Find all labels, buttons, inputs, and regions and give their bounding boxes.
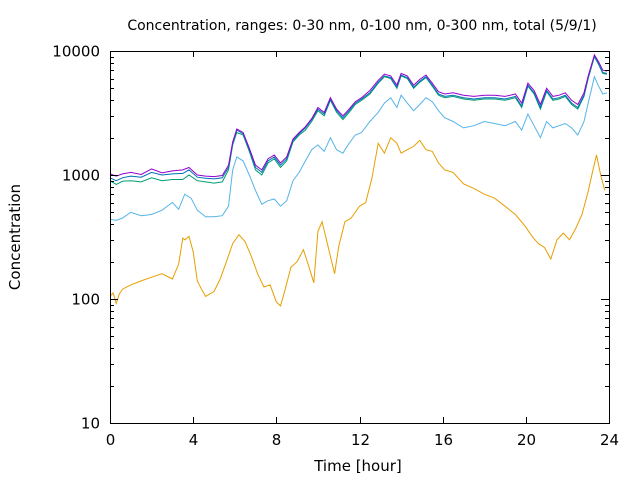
ticks-layer: [110, 51, 610, 424]
x-tick-label: 8: [272, 431, 282, 449]
plot-frame: [110, 51, 610, 424]
chart-title: Concentration, ranges: 0-30 nm, 0-100 nm…: [127, 18, 596, 34]
series-line-2: [109, 75, 608, 221]
series-line-1: [109, 136, 606, 307]
y-tick-label: 10: [81, 415, 100, 433]
x-tick-label: 0: [106, 431, 116, 449]
series-line-4: [109, 54, 607, 182]
x-tick-label: 12: [351, 431, 370, 449]
y-axis-title: Concentration: [6, 184, 24, 290]
x-tick-label: 24: [600, 431, 619, 449]
y-tick-label: 10000: [52, 43, 100, 61]
y-tick-label: 100: [71, 291, 100, 309]
x-tick-label: 4: [189, 431, 199, 449]
x-axis-title: Time [hour]: [313, 457, 402, 475]
series-layer: [109, 53, 608, 307]
tick-labels-layer: 0 4 8 12 16 20 24 10 100 1000 10000: [52, 43, 619, 450]
series-line-5: [109, 53, 607, 178]
y-tick-label: 1000: [62, 167, 100, 185]
x-tick-label: 20: [517, 431, 536, 449]
x-tick-label: 16: [434, 431, 453, 449]
series-line-3: [109, 55, 607, 185]
